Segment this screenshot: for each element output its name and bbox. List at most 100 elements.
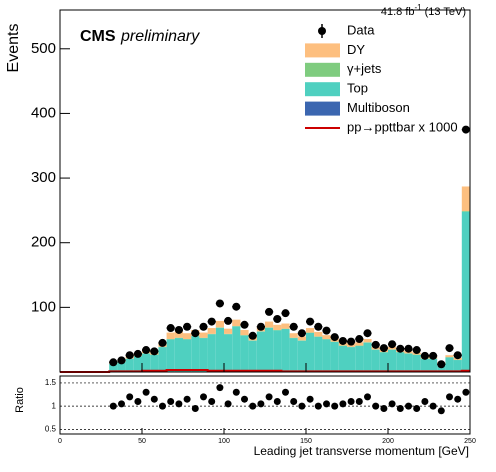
stack-bar bbox=[109, 363, 118, 372]
data-point bbox=[429, 351, 438, 360]
ratio-point bbox=[241, 395, 248, 403]
data-point bbox=[224, 316, 233, 325]
stack-bar bbox=[183, 339, 192, 372]
ratio-point bbox=[413, 404, 421, 412]
legend-swatch bbox=[305, 62, 340, 77]
ratio-frame bbox=[59, 375, 471, 435]
ratio-point bbox=[396, 404, 404, 412]
stack-bar bbox=[412, 354, 421, 372]
experiment: CMS bbox=[80, 28, 116, 45]
data-point bbox=[109, 358, 118, 367]
stack-bar bbox=[453, 360, 462, 372]
stack-bar bbox=[248, 340, 257, 372]
lumi-energy: (13 TeV) bbox=[425, 6, 466, 18]
plot-frame bbox=[59, 9, 471, 373]
stack-bar bbox=[306, 332, 315, 372]
stack-bar bbox=[420, 358, 429, 372]
stack-bar bbox=[166, 332, 175, 340]
data-point bbox=[404, 344, 413, 353]
ratio-point bbox=[372, 402, 380, 410]
data-point bbox=[396, 344, 405, 353]
stack-bar bbox=[199, 332, 208, 338]
lumi-label: 41.8 fb-1 (13 TeV) bbox=[381, 3, 466, 18]
data-point bbox=[150, 347, 159, 356]
stack-bar bbox=[429, 358, 438, 372]
stack-bar bbox=[297, 340, 306, 372]
stack-bar bbox=[142, 353, 151, 372]
stack-bar bbox=[338, 345, 347, 372]
data-point bbox=[158, 338, 167, 347]
stack-bar bbox=[232, 326, 241, 372]
stack-bar bbox=[355, 342, 364, 346]
ratio-point bbox=[265, 393, 273, 401]
data-point bbox=[297, 329, 306, 338]
stack-bar bbox=[347, 347, 356, 372]
y-tick-label: 500 bbox=[31, 40, 56, 57]
y-tick-label: 0.5 bbox=[45, 424, 57, 433]
ratio-point bbox=[273, 398, 281, 406]
stack-bar bbox=[166, 339, 175, 372]
stack-bar bbox=[265, 327, 274, 372]
ratio-point bbox=[347, 398, 355, 406]
status: preliminary bbox=[120, 28, 200, 45]
data-point bbox=[445, 344, 454, 353]
stack-bar bbox=[461, 211, 470, 371]
legend-label: Multiboson bbox=[347, 100, 410, 115]
stack-bar bbox=[388, 349, 397, 372]
stack-bar bbox=[445, 355, 454, 358]
stack-bar bbox=[240, 335, 249, 372]
data-point bbox=[330, 333, 339, 342]
ratio-point bbox=[429, 402, 437, 410]
stack-bar bbox=[289, 338, 298, 372]
ratio-point bbox=[290, 398, 298, 406]
data-point bbox=[453, 351, 462, 360]
ratio-point bbox=[323, 400, 330, 408]
stack-bar bbox=[207, 328, 216, 334]
stack-bar bbox=[314, 331, 323, 337]
data-point bbox=[125, 351, 134, 360]
lumi: 41.8 fb bbox=[381, 6, 415, 18]
ratio-point bbox=[298, 402, 306, 410]
ratio-point bbox=[183, 395, 191, 403]
stack-bar bbox=[461, 211, 470, 212]
data-point bbox=[174, 325, 183, 334]
stack-bar bbox=[158, 347, 167, 372]
legend-label: pp→ppttbar x 1000 bbox=[347, 119, 458, 134]
ratio-point bbox=[216, 384, 224, 392]
ratio-point bbox=[257, 400, 265, 408]
ratio-point bbox=[208, 398, 216, 406]
stack-bar bbox=[215, 327, 224, 372]
legend-swatch bbox=[305, 43, 340, 58]
data-point bbox=[215, 299, 224, 308]
stack-bar bbox=[265, 321, 274, 328]
data-point bbox=[265, 307, 274, 316]
stack-bar bbox=[125, 358, 134, 372]
data-point bbox=[142, 346, 151, 355]
stack-bar bbox=[273, 330, 282, 372]
x-tick-label: 100 bbox=[218, 438, 230, 445]
stack-bar bbox=[445, 357, 454, 372]
x-tick-label: 200 bbox=[382, 438, 394, 445]
data-point bbox=[207, 317, 216, 326]
ratio-point bbox=[134, 398, 142, 406]
data-point bbox=[191, 329, 200, 338]
data-point bbox=[117, 356, 126, 365]
stack-bar bbox=[371, 349, 380, 372]
legend-label: γ+jets bbox=[347, 61, 382, 76]
ratio-point bbox=[126, 393, 134, 401]
data-point bbox=[133, 349, 142, 358]
stack-bar bbox=[207, 334, 216, 372]
ratio-point bbox=[446, 393, 453, 401]
stack-bar bbox=[133, 356, 142, 372]
ratio-point bbox=[224, 400, 232, 408]
ratio-point bbox=[405, 402, 412, 410]
ratio-point bbox=[282, 388, 289, 396]
stack-bar bbox=[330, 341, 339, 372]
ratio-point bbox=[364, 393, 371, 401]
stack-bar bbox=[256, 331, 265, 372]
data-point bbox=[338, 336, 347, 345]
data-point bbox=[232, 302, 241, 311]
data-point bbox=[322, 326, 331, 335]
data-point bbox=[461, 125, 470, 134]
ratio-point bbox=[454, 395, 462, 403]
